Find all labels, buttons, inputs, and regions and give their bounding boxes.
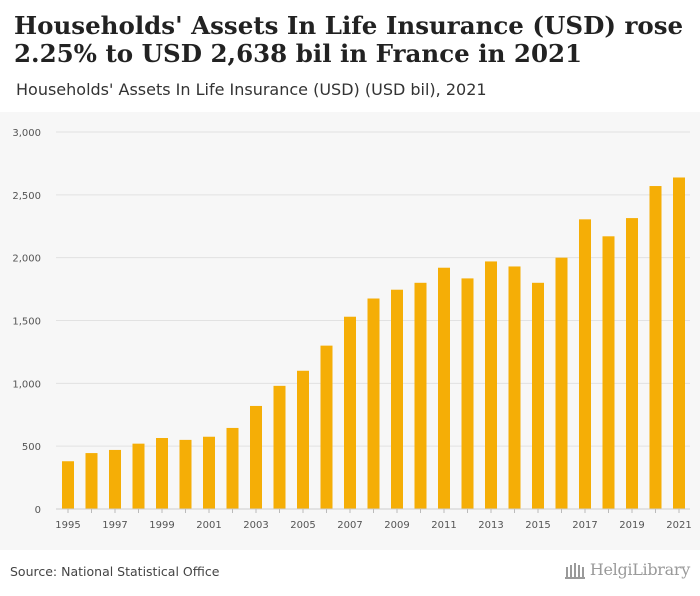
helgi-library-logo: HelgiLibrary [564,560,690,579]
bar-2009 [391,289,403,509]
bar-2005 [297,370,309,509]
bar-2007 [344,316,356,509]
bar-2015 [532,282,544,509]
header: Households' Assets In Life Insurance (US… [0,0,700,112]
y-tick-label: 500 [22,442,41,453]
x-tick-label: 1995 [55,520,80,531]
library-columns-icon [564,562,585,579]
bar-1999 [156,437,168,509]
x-tick-label: 2011 [431,520,456,531]
x-tick-label: 1997 [102,520,127,531]
x-tick-label: 2019 [619,520,644,531]
y-tick-label: 0 [35,505,41,516]
bar-2016 [555,257,568,509]
y-tick-label: 2,000 [12,254,41,265]
bar-2001 [203,436,215,509]
bar-2002 [226,427,239,509]
x-tick-label: 1999 [149,520,174,531]
x-tick-label: 2017 [572,520,597,531]
chart-area: 0 500 1,000 1,500 2,000 2,500 3,000 1995 1997 199… [0,112,700,550]
footer: Source: National Statistical Office Helg… [0,550,700,596]
y-tick-label: 1,000 [12,379,41,390]
y-tick-label: 2,500 [12,191,41,202]
bar-2008 [367,298,380,509]
y-tick-label: 3,000 [12,128,41,139]
bar-1995 [62,461,74,509]
x-tick-label: 2005 [290,520,315,531]
x-tick-label: 2015 [525,520,550,531]
x-tick-label: 2007 [337,520,362,531]
x-tick-label: 2001 [196,520,221,531]
bar-1996 [85,453,98,509]
y-tick-label: 1,500 [12,317,41,328]
bar-chart: 0 500 1,000 1,500 2,000 2,500 3,000 1995 1997 199… [12,128,691,531]
bar-2006 [320,345,333,509]
bar-2013 [485,261,497,509]
bar-2019 [626,218,638,509]
bar-2003 [250,405,262,509]
chart-title: Households' Assets In Life Insurance (US… [14,11,684,68]
bar-2011 [438,267,450,509]
x-tick-label: 2003 [243,520,268,531]
bar-2010 [414,282,427,509]
bar-2021 [673,177,685,509]
bar-2000 [179,439,192,509]
logo-text: HelgiLibrary [589,560,690,579]
bar-2017 [579,219,591,510]
source-text: Source: National Statistical Office [10,564,220,579]
bar-1997 [109,449,121,509]
x-tick-label: 2021 [666,520,691,531]
bar-2014 [508,266,521,509]
x-tick-label: 2013 [478,520,503,531]
bar-1998 [132,443,145,509]
chart-subtitle: Households' Assets In Life Insurance (US… [16,80,487,99]
bar-2018 [602,236,615,509]
bar-2020 [649,186,662,509]
bar-2004 [273,385,286,509]
bar-2012 [461,278,474,509]
x-tick-label: 2009 [384,520,409,531]
